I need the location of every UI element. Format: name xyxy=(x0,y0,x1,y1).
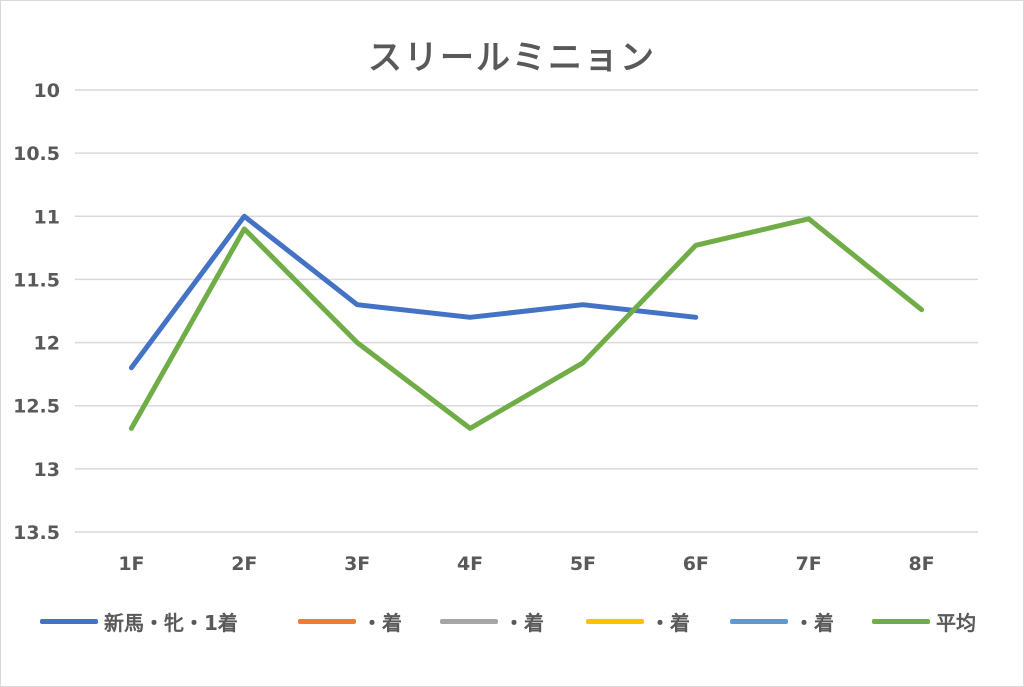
legend-swatch xyxy=(298,618,356,624)
x-tick-label: 3F xyxy=(344,553,370,575)
x-tick-label: 7F xyxy=(796,553,822,575)
x-tick-label: 8F xyxy=(908,553,934,575)
chart-legend: 新馬・牝・1着 ・着 ・着 ・着 ・着 平均 xyxy=(0,604,1024,638)
legend-swatch xyxy=(40,618,98,624)
x-tick-label: 4F xyxy=(457,553,483,575)
legend-item: ・着 xyxy=(440,604,544,638)
y-tick-label: 10.5 xyxy=(13,143,60,165)
series-line-5 xyxy=(128,216,925,431)
y-tick-label: 13.5 xyxy=(13,522,60,544)
y-tick-label: 11 xyxy=(34,206,60,228)
legend-swatch xyxy=(730,618,788,624)
legend-label: ・着 xyxy=(794,610,834,635)
y-tick-label: 10 xyxy=(34,80,60,102)
legend-swatch xyxy=(872,618,930,624)
y-tick-label: 13 xyxy=(34,459,60,481)
legend-item: ・着 xyxy=(730,604,834,638)
legend-label: ・着 xyxy=(504,610,544,635)
legend-label: 平均 xyxy=(936,610,976,635)
x-tick-label: 2F xyxy=(231,553,257,575)
legend-item: 平均 xyxy=(872,604,976,638)
y-tick-label: 12.5 xyxy=(13,396,60,418)
legend-label: ・着 xyxy=(362,610,402,635)
x-tick-label: 5F xyxy=(570,553,596,575)
legend-swatch xyxy=(440,618,498,624)
legend-item: ・着 xyxy=(298,604,402,638)
y-tick-label: 12 xyxy=(34,333,60,355)
legend-label: 新馬・牝・1着 xyxy=(104,610,238,635)
x-tick-label: 6F xyxy=(683,553,709,575)
y-tick-label: 11.5 xyxy=(13,269,60,291)
x-tick-label: 1F xyxy=(118,553,144,575)
legend-label: ・着 xyxy=(650,610,690,635)
legend-swatch xyxy=(586,618,644,624)
series-line-0 xyxy=(128,213,699,371)
legend-item: ・着 xyxy=(586,604,690,638)
chart-title: スリールミニョン xyxy=(368,38,656,78)
legend-item: 新馬・牝・1着 xyxy=(40,604,238,638)
